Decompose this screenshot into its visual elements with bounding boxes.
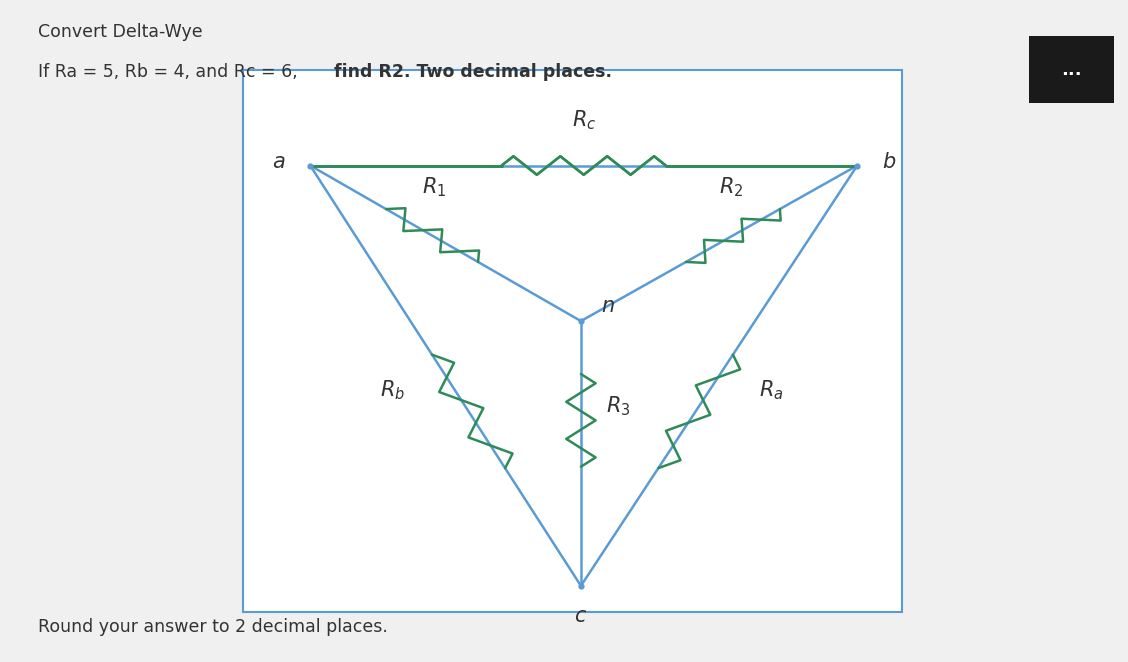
Text: $a$: $a$	[272, 152, 285, 172]
FancyBboxPatch shape	[243, 70, 902, 612]
Text: $R_c$: $R_c$	[572, 109, 596, 132]
Text: If Ra = 5, Rb = 4, and Rc = 6,: If Ra = 5, Rb = 4, and Rc = 6,	[38, 63, 303, 81]
Text: $R_a$: $R_a$	[759, 378, 784, 402]
Text: Convert Delta-Wye: Convert Delta-Wye	[38, 23, 203, 41]
Text: find R2. Two decimal places.: find R2. Two decimal places.	[334, 63, 611, 81]
Text: $R_3$: $R_3$	[606, 394, 631, 418]
Text: $R_b$: $R_b$	[380, 378, 405, 402]
Text: $n$: $n$	[601, 296, 615, 316]
Text: $b$: $b$	[882, 152, 897, 172]
Text: ...: ...	[1061, 60, 1082, 79]
Text: Round your answer to 2 decimal places.: Round your answer to 2 decimal places.	[38, 618, 388, 636]
Text: $c$: $c$	[574, 606, 588, 626]
Text: $R_1$: $R_1$	[422, 176, 447, 199]
FancyBboxPatch shape	[1029, 36, 1114, 103]
Text: $R_2$: $R_2$	[719, 176, 743, 199]
